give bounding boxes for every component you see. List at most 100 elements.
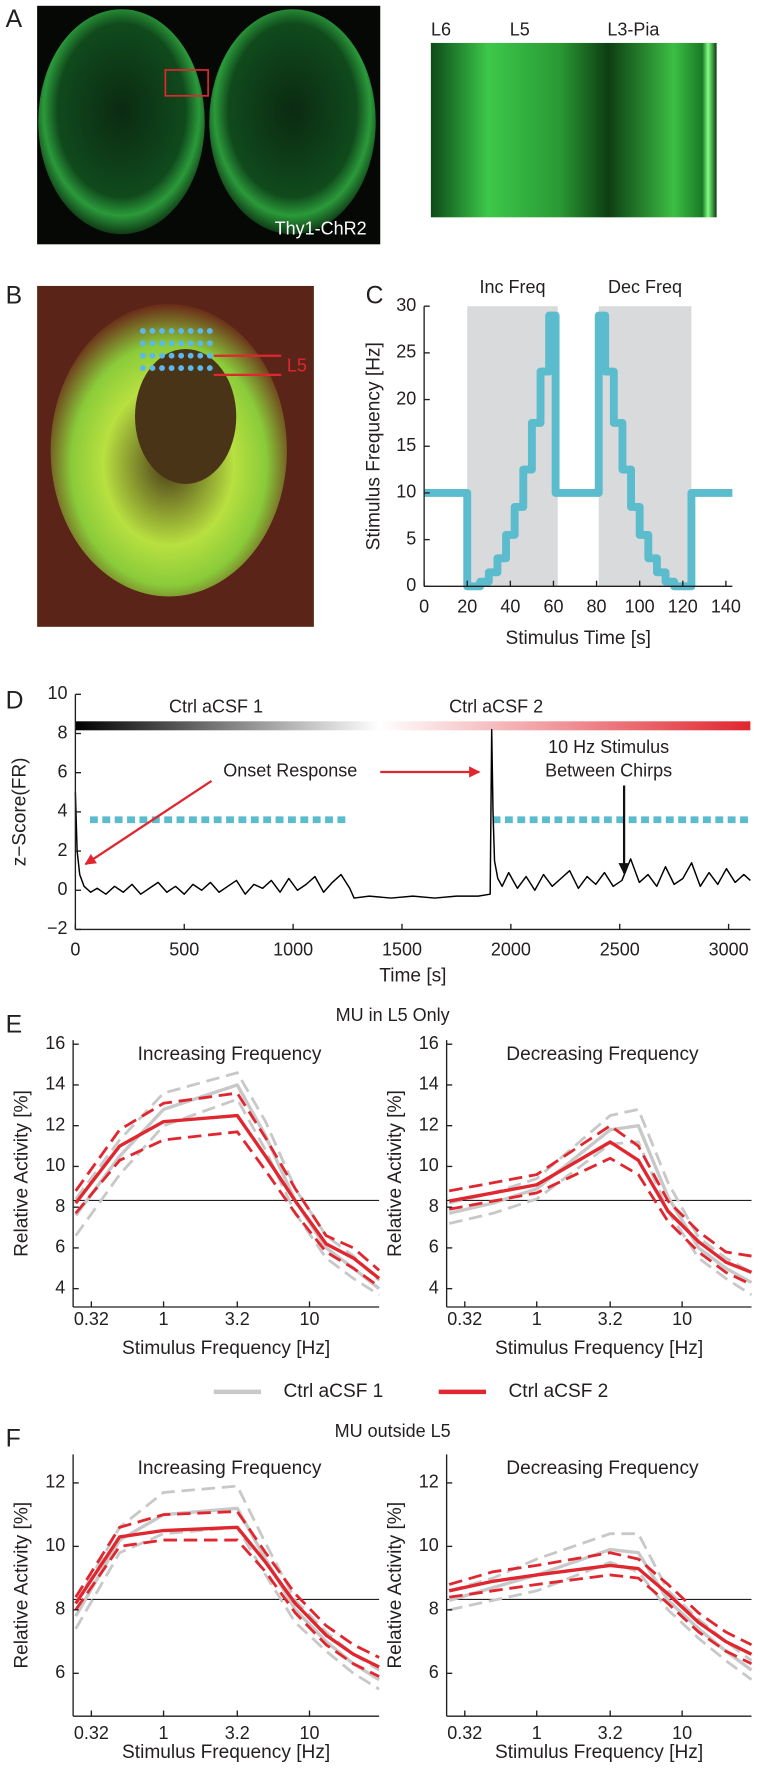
x-tick-label: 10 [672, 1309, 692, 1329]
y-tick-label: 6 [429, 1237, 439, 1257]
bound-line [448, 1156, 753, 1286]
y-tick-label: 15 [396, 435, 416, 455]
y-tick-label: 16 [419, 1033, 439, 1053]
layer-label: L6 [431, 19, 451, 39]
electrode [149, 328, 156, 334]
electrode [178, 328, 185, 334]
electrode [139, 365, 146, 371]
electrode [197, 365, 204, 371]
condition-label: Ctrl aCSF 1 [169, 697, 263, 717]
x-axis-label: Stimulus Frequency [Hz] [122, 1338, 330, 1359]
y-axis-label: Relative Activity [%] [12, 1090, 33, 1257]
bound-line [74, 1097, 380, 1296]
y-tick-label: 10 [419, 1155, 439, 1175]
electrode [168, 352, 175, 359]
x-tick-label: 60 [543, 596, 563, 616]
x-axis-label: Stimulus Frequency [Hz] [122, 1742, 330, 1763]
y-tick-label: 14 [45, 1074, 65, 1094]
y-tick-label: 6 [55, 1237, 65, 1257]
y-tick-label: 20 [396, 388, 416, 408]
panel-label: C [366, 283, 384, 310]
electrode [206, 352, 213, 359]
x-tick-label: 2500 [600, 940, 640, 960]
x-tick-label: 1000 [273, 940, 313, 960]
x-tick-label: 10 [299, 1723, 319, 1743]
panel-label: A [6, 6, 23, 33]
annotation: Between Chirps [545, 761, 672, 781]
legend-label: Ctrl aCSF 1 [284, 1381, 384, 1402]
chart-title: Increasing Frequency [138, 1044, 322, 1065]
electrode [178, 340, 185, 347]
panel-label: B [6, 283, 23, 310]
electrode [149, 365, 156, 371]
chart-title: Decreasing Frequency [506, 1458, 699, 1479]
y-tick-label: 14 [419, 1074, 439, 1094]
x-tick-label: 3000 [709, 940, 749, 960]
bound-line [448, 1123, 752, 1258]
y-tick-label: 12 [419, 1472, 439, 1492]
section-title: MU in L5 Only [336, 1005, 450, 1025]
x-tick-label: 120 [668, 596, 698, 616]
electrode [206, 340, 213, 347]
electrode [149, 340, 156, 347]
electrode [159, 365, 165, 371]
panel-a-images [37, 5, 717, 245]
band-label: Dec Freq [608, 277, 682, 297]
panel-label: F [6, 1426, 21, 1453]
y-tick-label: 6 [55, 1662, 65, 1682]
layer-label: L3-Pia [607, 19, 660, 39]
electrode [206, 365, 213, 371]
x-tick-label: 0.32 [74, 1309, 109, 1329]
data-line [74, 1113, 381, 1280]
y-tick-label: 12 [419, 1114, 439, 1134]
y-axis-label: Relative Activity [%] [385, 1502, 406, 1669]
bound-line [74, 1538, 380, 1678]
x-tick-label: 0.32 [447, 1309, 482, 1329]
y-tick-label: 8 [55, 1599, 65, 1619]
electrode [187, 352, 194, 359]
x-tick-label: 1 [532, 1309, 542, 1329]
band-label: Inc Freq [479, 277, 545, 297]
bound-line [448, 1551, 753, 1647]
x-tick-label: 100 [625, 596, 655, 616]
bound-line [74, 1510, 380, 1659]
condition-label: Ctrl aCSF 2 [449, 697, 543, 717]
x-tick-label: 3.2 [225, 1309, 250, 1329]
electrode [197, 328, 204, 334]
data-line [448, 1124, 753, 1285]
layer-label: L5 [510, 19, 530, 39]
data-line [74, 728, 751, 899]
y-tick-label: 2 [57, 840, 67, 860]
electrode [197, 340, 204, 347]
y-tick-label: 10 [47, 683, 67, 703]
y-tick-label: 4 [55, 1277, 65, 1297]
x-axis-label: Stimulus Frequency [Hz] [495, 1338, 703, 1359]
x-tick-label: 40 [500, 596, 520, 616]
y-tick-label: 6 [429, 1662, 439, 1682]
chart-title: Decreasing Frequency [506, 1044, 699, 1065]
arrow [84, 779, 213, 866]
y-tick-label: 0 [57, 879, 67, 899]
x-axis-label: Stimulus Frequency [Hz] [495, 1742, 703, 1763]
y-tick-label: 8 [57, 722, 67, 742]
x-tick-label: 3.2 [598, 1723, 623, 1743]
data-line [448, 1140, 753, 1274]
legend-label: Ctrl aCSF 2 [509, 1381, 609, 1402]
x-tick-label: 140 [711, 596, 741, 616]
electrode [168, 365, 175, 371]
y-tick-label: −2 [47, 918, 68, 938]
y-tick-label: 30 [396, 295, 416, 315]
electrode [159, 340, 165, 347]
y-tick-label: 8 [429, 1599, 439, 1619]
electrode [187, 365, 194, 371]
electrode [139, 352, 146, 359]
annotation: 10 Hz Stimulus [548, 737, 669, 757]
y-axis-label: Stimulus Frequency [Hz] [364, 342, 385, 550]
y-tick-label: 10 [45, 1155, 65, 1175]
x-tick-label: 10 [672, 1723, 692, 1743]
y-axis-label: Relative Activity [%] [385, 1090, 406, 1257]
electrode [187, 340, 194, 347]
y-tick-label: 10 [396, 482, 416, 502]
x-axis-label: Stimulus Time [s] [506, 628, 651, 649]
